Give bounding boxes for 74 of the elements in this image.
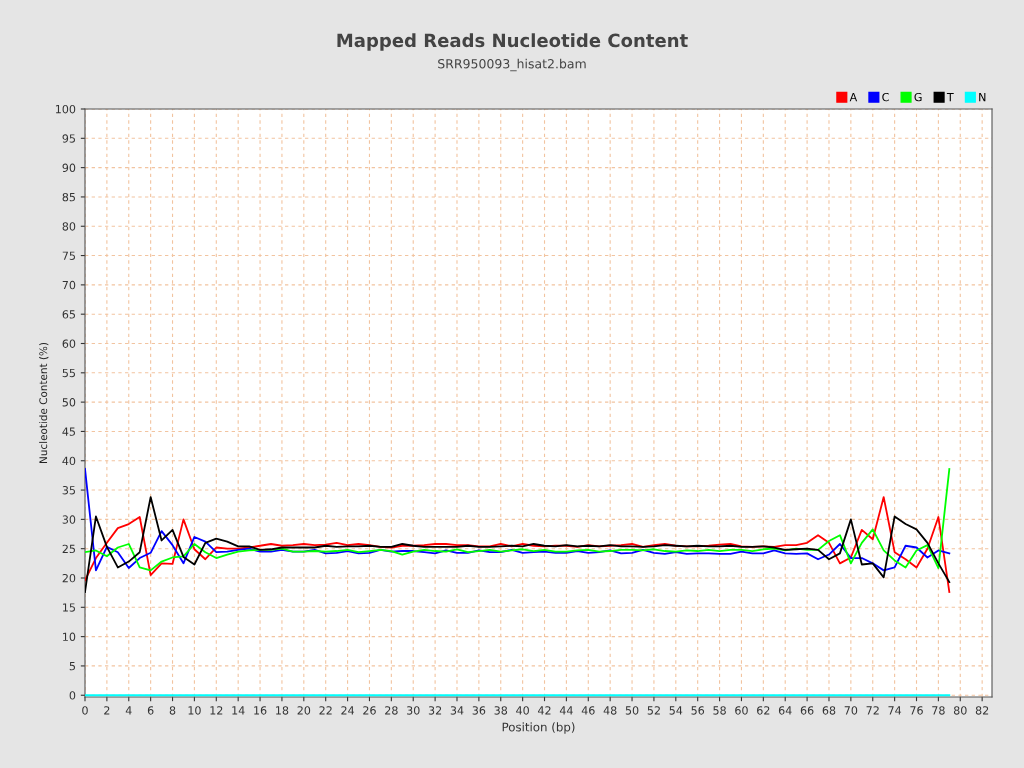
legend-label: N (979, 93, 986, 102)
x-axis-title: Position (bp) (502, 722, 575, 734)
x-tick-label: 64 (778, 706, 792, 715)
x-tick-label: 36 (472, 706, 486, 715)
y-tick-label: 15 (63, 603, 75, 612)
y-tick-label: 95 (62, 134, 75, 143)
chart-subtitle: SRR950093_hisat2.bam (438, 58, 586, 72)
x-tick-label: 20 (297, 706, 311, 715)
x-tick-label: 12 (210, 706, 223, 715)
x-tick-label: 28 (385, 706, 398, 715)
y-tick-label: 60 (62, 339, 76, 348)
line-series (85, 468, 951, 572)
x-tick-label: 60 (735, 706, 748, 715)
x-tick-label: 70 (844, 706, 858, 715)
x-tick-label: 4 (125, 706, 132, 715)
x-tick-label: 68 (822, 706, 836, 715)
x-tick-label: 2 (104, 706, 110, 715)
x-tick-label: 24 (341, 706, 355, 715)
x-tick-label: 0 (82, 706, 88, 715)
x-tick-label: 52 (647, 706, 660, 715)
x-tick-label: 26 (363, 706, 376, 715)
y-tick-label: 35 (62, 486, 75, 495)
x-tick-label: 50 (625, 706, 639, 715)
y-tick-label: 55 (62, 368, 75, 378)
x-tick-label: 42 (537, 706, 551, 715)
x-tick-label: 14 (232, 706, 245, 715)
y-tick-label: 65 (62, 310, 75, 319)
x-tick-label: 76 (910, 706, 923, 715)
line-series (85, 496, 951, 593)
y-tick-label: 5 (69, 662, 75, 671)
y-tick-label: 50 (62, 398, 76, 407)
x-tick-label: 18 (276, 706, 289, 715)
x-tick-label: 48 (603, 706, 617, 715)
y-tick-label: 25 (62, 544, 75, 554)
x-tick-label: 38 (494, 706, 508, 715)
x-tick-label: 66 (800, 706, 814, 715)
y-tick-label: 80 (62, 222, 76, 231)
y-tick-label: 85 (62, 192, 75, 202)
x-tick-label: 72 (866, 706, 879, 715)
y-tick-label: 100 (55, 104, 76, 114)
x-tick-label: 62 (757, 706, 770, 715)
x-tick-label: 80 (953, 706, 967, 715)
x-tick-label: 6 (147, 706, 154, 715)
x-tick-label: 58 (713, 706, 726, 715)
x-tick-label: 44 (559, 706, 573, 715)
x-tick-label: 10 (188, 706, 201, 715)
legend-label: T (946, 93, 954, 102)
y-tick-label: 20 (62, 573, 76, 583)
y-tick-label: 0 (69, 691, 76, 700)
x-tick-label: 34 (450, 706, 464, 715)
y-tick-label: 75 (62, 251, 75, 260)
x-tick-label: 78 (932, 706, 945, 715)
chart-title: Mapped Reads Nucleotide Content (337, 33, 688, 51)
x-tick-label: 46 (581, 706, 595, 715)
legend-label: A (849, 93, 858, 102)
y-tick-label: 90 (62, 163, 76, 172)
x-tick-label: 82 (975, 706, 989, 715)
x-tick-label: 22 (319, 706, 332, 715)
x-tick-label: 16 (254, 706, 267, 715)
y-tick-label: 10 (63, 632, 76, 641)
x-tick-label: 74 (888, 706, 902, 715)
y-tick-label: 45 (62, 427, 75, 436)
x-tick-label: 40 (516, 706, 529, 715)
x-tick-label: 32 (428, 706, 442, 715)
x-tick-label: 56 (691, 706, 705, 715)
x-tick-label: 8 (169, 706, 176, 715)
y-axis-title: Nucleotide Content (%) (39, 342, 49, 463)
x-tick-label: 30 (407, 706, 420, 715)
y-tick-label: 40 (62, 456, 76, 466)
legend-label: C (882, 92, 889, 102)
y-tick-label: 70 (62, 280, 76, 290)
y-tick-label: 30 (62, 515, 76, 524)
legend-label: G (914, 92, 922, 102)
x-tick-label: 54 (669, 706, 683, 715)
